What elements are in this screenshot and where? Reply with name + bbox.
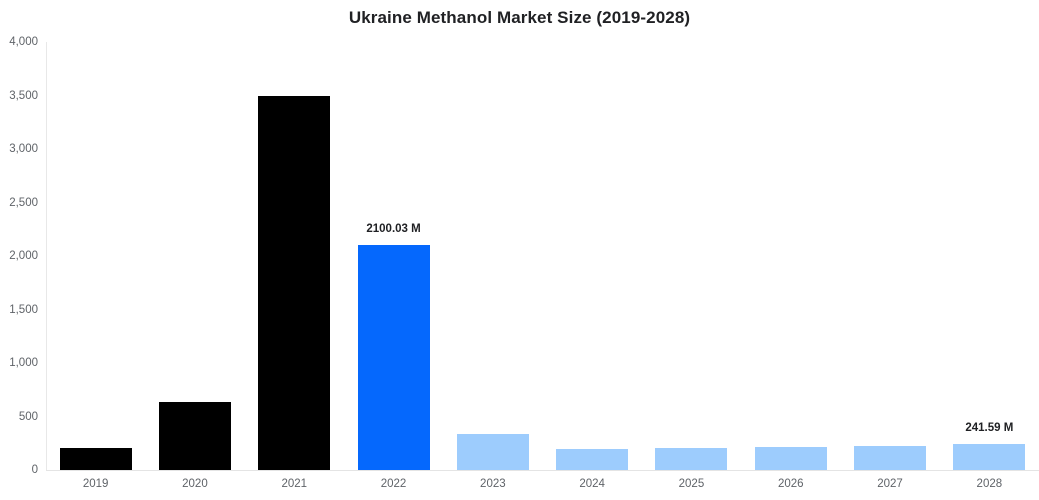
x-axis-tick-2028: 2028: [976, 478, 1003, 490]
bar-2025[interactable]: [655, 448, 728, 470]
data-label-2022: 2100.03 M: [366, 223, 421, 236]
x-axis-tick-2024: 2024: [579, 478, 605, 490]
x-axis-tick-2021: 2021: [281, 478, 308, 490]
y-axis-tick-1500: 1,500: [9, 303, 38, 316]
y-axis-tick-3000: 3,000: [9, 143, 38, 155]
y-axis-line: [46, 42, 47, 470]
bar-2020[interactable]: [158, 402, 231, 470]
bar-2027[interactable]: [854, 446, 927, 470]
x-axis-line: [46, 470, 1039, 471]
bar-2019[interactable]: [59, 448, 132, 470]
plot-area: [46, 42, 1039, 470]
bar-2026[interactable]: [754, 447, 827, 470]
bar-2022[interactable]: [357, 245, 430, 470]
data-label-2028: 241.59 M: [965, 422, 1014, 435]
x-axis-tick-2025: 2025: [678, 478, 705, 490]
x-axis-tick-2022: 2022: [380, 478, 407, 490]
y-axis-tick-2000: 2,000: [9, 250, 38, 262]
bar-2021[interactable]: [258, 95, 331, 470]
x-axis-tick-2023: 2023: [480, 478, 506, 490]
y-axis-tick-0: 0: [31, 464, 38, 476]
bar-2023[interactable]: [456, 434, 529, 470]
y-axis-tick-2500: 2,500: [9, 196, 38, 209]
x-axis-tick-2019: 2019: [82, 478, 109, 490]
x-axis-tick-2026: 2026: [777, 478, 804, 490]
bar-2024[interactable]: [556, 448, 629, 470]
x-axis-tick-2020: 2020: [182, 478, 208, 490]
y-axis-tick-3500: 3,500: [9, 89, 38, 102]
x-axis-tick-2027: 2027: [877, 478, 903, 490]
bar-2028[interactable]: [953, 444, 1026, 470]
chart-title: Ukraine Methanol Market Size (2019-2028): [348, 8, 691, 27]
y-axis-tick-1000: 1,000: [9, 357, 38, 369]
y-axis-tick-4000: 4,000: [9, 36, 38, 48]
y-axis-tick-500: 500: [18, 410, 38, 423]
